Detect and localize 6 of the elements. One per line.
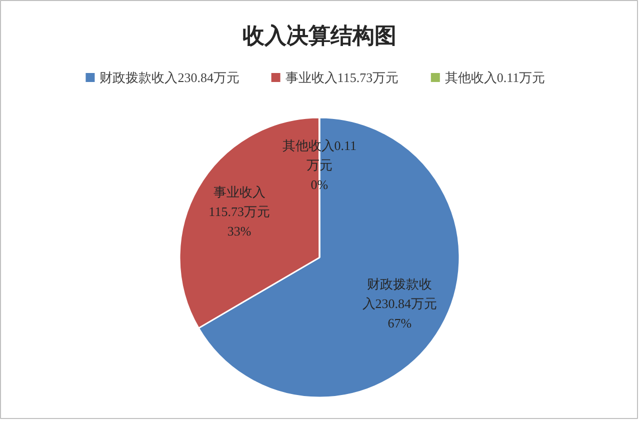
legend-label: 财政拨款收入230.84万元 bbox=[100, 70, 240, 85]
legend-label: 其他收入0.11万元 bbox=[444, 70, 546, 85]
data-label: 事业收入115.73万元 33% bbox=[208, 184, 270, 239]
data-label: 财政拨款收入230.84万元 67% bbox=[362, 276, 438, 330]
legend-label: 事业收入115.73万元 bbox=[285, 70, 399, 85]
chart-title: 收入决算结构图 bbox=[242, 23, 396, 48]
